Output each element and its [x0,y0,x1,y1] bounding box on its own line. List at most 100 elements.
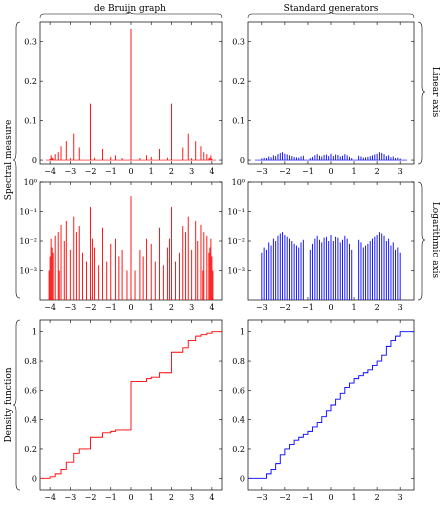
x-tick-label: 2 [169,493,174,502]
x-tick-label: 1 [352,493,357,502]
panel-debruijn-linear: −4 −3 −2 −1 0 1 2 3 4 0 0.1 0.2 0.3 [24,21,223,176]
y-tick-label: 0.2 [232,445,245,454]
x-tick-label: 2 [375,303,380,312]
x-tick-label: 2 [375,167,380,176]
x-tick-label: 1 [149,167,154,176]
x-tick-label: −4 [44,303,56,312]
x-tick-label: 4 [209,303,214,312]
y-tick-label: 10⁻³ [227,267,245,276]
x-tick-label: 3 [189,303,194,312]
x-tick-label: −1 [302,167,314,176]
x-tick-label: 0 [128,493,133,502]
panel-debruijn-log: −4 −3 −2 −1 0 1 2 3 4 10⁻³ 10⁻² 10⁻¹ 10⁰ [19,178,223,312]
row-label-linear: Linear axis [430,67,440,118]
x-tick-label: 3 [398,167,403,176]
x-tick-label: −4 [44,493,56,502]
row-label-spectral: Spectral measure [4,120,14,201]
x-tick-label: −2 [85,493,97,502]
panel-standard-linear: −3 −2 −1 0 1 2 3 0 0.1 0.2 0.3 [232,21,415,176]
x-tick-label: 2 [375,493,380,502]
y-tick-label: 0 [32,474,37,483]
x-tick-label: −4 [44,167,56,176]
y-tick-label: 10⁻¹ [227,208,245,217]
panels: −4 −3 −2 −1 0 1 2 3 4 0 0.1 0.2 0.3 −3 −2 −1 0 1 2 3 0 0.1 0.2… [19,21,415,502]
x-tick-label: −2 [279,167,291,176]
y-tick-label: 10⁰ [232,178,245,187]
row-brace-spectral [12,21,21,299]
y-tick-label: 0.6 [24,386,37,395]
col-header-right: Standard generators [284,4,379,14]
y-tick-label: 10⁻² [19,237,37,246]
plot-frame [247,21,415,165]
x-tick-label: 1 [352,167,357,176]
panel-debruijn-cdf: −4 −3 −2 −1 0 1 2 3 4 0 0.2 0.4 0.6 0.8 1 [24,319,223,502]
cdf-line [248,331,414,479]
row-brace-linear [417,21,426,165]
x-tick-label: −3 [64,493,76,502]
x-tick-label: 3 [398,493,403,502]
x-tick-label: 1 [149,303,154,312]
x-tick-label: 3 [398,303,403,312]
y-tick-label: 10⁰ [24,178,37,187]
y-tick-label: 1 [240,328,245,337]
cdf-line [40,331,222,479]
x-tick-label: −2 [85,303,97,312]
y-tick-label: 0.4 [24,416,37,425]
x-tick-label: 0 [128,167,133,176]
panel-standard-log: −3 −2 −1 0 1 2 3 10⁻³ 10⁻² 10⁻¹ 10⁰ [227,178,415,312]
y-tick-label: 10⁻¹ [19,208,37,217]
x-tick-label: −1 [105,493,117,502]
row-brace-log [417,181,426,301]
x-tick-label: 3 [189,493,194,502]
col-brace-left [39,11,223,19]
x-tick-label: 3 [189,167,194,176]
x-tick-label: 0 [128,303,133,312]
y-tick-label: 0.8 [232,357,245,366]
x-tick-label: 0 [328,303,333,312]
y-tick-label: 0.2 [24,445,37,454]
x-tick-label: −1 [302,493,314,502]
x-tick-label: −3 [256,493,268,502]
y-tick-label: 0.1 [232,117,245,126]
col-brace-right [247,11,415,19]
x-tick-label: −2 [85,167,97,176]
x-tick-label: 1 [149,493,154,502]
x-tick-label: 4 [209,493,214,502]
x-tick-label: −3 [256,167,268,176]
y-tick-label: 0.2 [24,77,37,86]
y-tick-label: 0.6 [232,386,245,395]
y-tick-label: 0.3 [232,38,245,47]
x-tick-label: 0 [328,493,333,502]
x-tick-label: −2 [279,493,291,502]
x-tick-label: 1 [352,303,357,312]
row-label-density: Density function [4,367,14,442]
y-tick-label: 0.3 [24,38,37,47]
row-brace-density [12,319,21,491]
y-tick-label: 1 [32,328,37,337]
x-tick-label: 2 [169,167,174,176]
y-tick-label: 10⁻³ [19,267,37,276]
x-tick-label: 2 [169,303,174,312]
x-tick-label: −2 [279,303,291,312]
y-tick-label: 10⁻² [227,237,245,246]
x-tick-label: −3 [256,303,268,312]
x-tick-label: −1 [105,303,117,312]
y-tick-label: 0.2 [232,77,245,86]
y-tick-label: 0.1 [24,117,37,126]
x-tick-label: −3 [64,303,76,312]
x-tick-label: 0 [328,167,333,176]
y-tick-label: 0.8 [24,357,37,366]
y-tick-label: 0 [240,156,245,165]
y-tick-label: 0 [240,474,245,483]
row-label-log: Logarithmic axis [430,202,440,279]
col-header-left: de Bruijn graph [94,4,166,14]
x-tick-label: −1 [302,303,314,312]
x-tick-label: −3 [64,167,76,176]
x-tick-label: 4 [209,167,214,176]
y-tick-label: 0 [32,156,37,165]
y-tick-label: 0.4 [232,416,245,425]
x-tick-label: −1 [105,167,117,176]
panel-standard-cdf: −3 −2 −1 0 1 2 3 0 0.2 0.4 0.6 0.8 1 [232,319,415,502]
